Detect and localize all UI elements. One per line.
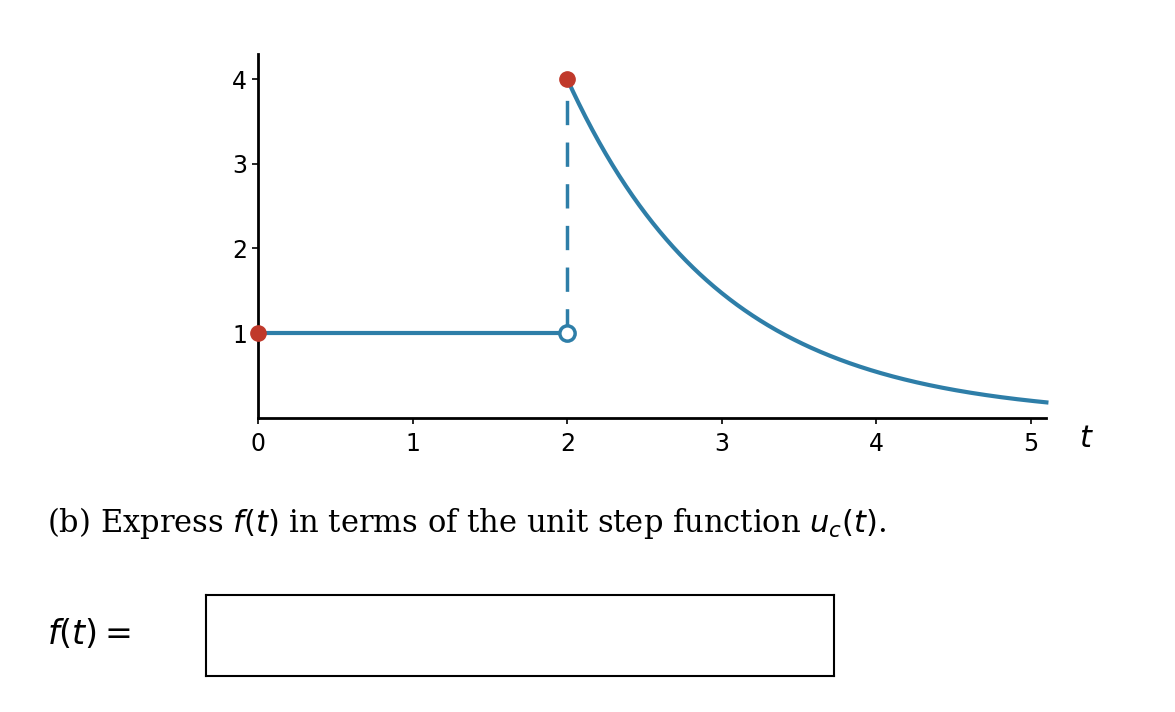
- Text: (b) Express $f(t)$ in terms of the unit step function $u_c(t)$.: (b) Express $f(t)$ in terms of the unit …: [47, 506, 886, 541]
- Text: t: t: [1079, 424, 1092, 454]
- Text: $f(t) =$: $f(t) =$: [47, 617, 130, 651]
